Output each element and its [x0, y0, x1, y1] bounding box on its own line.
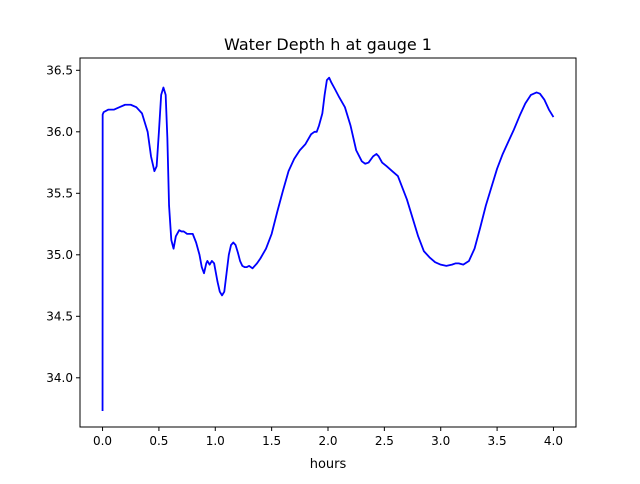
x-tick-label: 1.5	[262, 434, 281, 448]
x-tick-label: 3.5	[488, 434, 507, 448]
x-tick-label: 0.0	[93, 434, 112, 448]
y-tick-label: 36.0	[46, 125, 73, 139]
y-tick-label: 35.0	[46, 248, 73, 262]
y-axis: 34.0 34.5 35.0 35.5 36.0 36.5	[46, 63, 80, 385]
y-tick-label: 34.0	[46, 371, 73, 385]
x-tick-label: 4.0	[544, 434, 563, 448]
x-tick-label: 1.0	[206, 434, 225, 448]
chart-title: Water Depth h at gauge 1	[224, 35, 432, 54]
x-axis-label: hours	[310, 457, 347, 472]
y-tick-label: 35.5	[46, 186, 73, 200]
x-tick-label: 0.5	[149, 434, 168, 448]
x-axis: 0.0 0.5 1.0 1.5 2.0 2.5 3.0 3.5 4.0	[93, 427, 563, 448]
x-tick-label: 3.0	[431, 434, 450, 448]
y-tick-label: 34.5	[46, 309, 73, 323]
x-tick-label: 2.0	[318, 434, 337, 448]
series-line	[101, 76, 555, 412]
x-tick-label: 2.5	[375, 434, 394, 448]
y-tick-label: 36.5	[46, 63, 73, 77]
